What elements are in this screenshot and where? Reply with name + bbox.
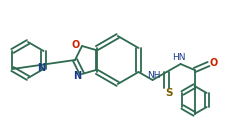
- Text: S: S: [164, 88, 171, 98]
- Text: HN: HN: [171, 53, 184, 63]
- Text: O: O: [72, 40, 80, 50]
- Text: N: N: [37, 63, 45, 73]
- Text: NH: NH: [146, 70, 160, 80]
- Text: O: O: [209, 58, 217, 68]
- Text: N: N: [73, 71, 81, 81]
